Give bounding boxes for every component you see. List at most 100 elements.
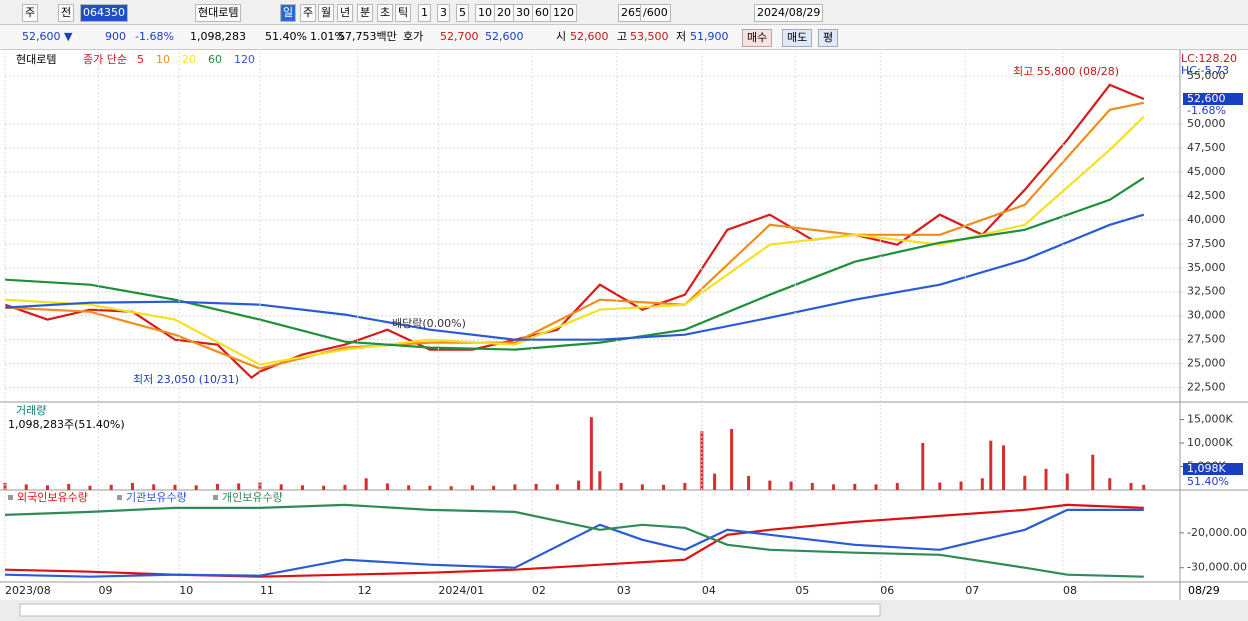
toolbar-item[interactable]: 60	[532, 4, 552, 22]
toolbar-item[interactable]: 1	[418, 4, 431, 22]
y-tick-label: 37,500	[1187, 237, 1226, 250]
scrollbar[interactable]	[0, 600, 1248, 621]
y-tick-label: 30,000	[1187, 309, 1226, 322]
toolbar-item[interactable]: 064350	[80, 4, 128, 22]
y-tick-label: 5,000K	[1187, 460, 1226, 473]
chart-bg	[0, 50, 1248, 600]
legend-entry: 5	[137, 53, 144, 66]
info-item: 52,700	[440, 30, 479, 43]
volume-bar	[258, 482, 262, 490]
volume-bar	[237, 483, 241, 490]
series-line	[4, 116, 1145, 366]
volume-bar	[492, 485, 496, 490]
pane-title: 현대로템	[16, 53, 56, 66]
toolbar-item[interactable]: 전	[58, 4, 75, 22]
toolbar-item[interactable]: 틱	[395, 4, 412, 22]
volume-bar	[109, 484, 113, 490]
toolbar-item[interactable]: 년	[337, 4, 354, 22]
pane-title: 거래량	[16, 404, 46, 417]
volume-bar	[640, 484, 644, 490]
series-line	[4, 508, 1144, 578]
volume-bar	[921, 443, 925, 490]
info-item: 900	[105, 30, 126, 43]
volume-bar	[713, 473, 717, 490]
info-item[interactable]: 평	[818, 29, 839, 47]
x-tick-label: 04	[702, 584, 716, 597]
info-item: 52,600 ▼	[22, 30, 73, 43]
y-tick-label: 55,000	[1187, 69, 1226, 82]
y-tick-label: 50,000	[1187, 117, 1226, 130]
info-item[interactable]: 매도	[782, 29, 813, 47]
volume-bar	[1044, 468, 1048, 490]
volume-bar	[747, 475, 751, 490]
volume-bar	[832, 484, 836, 490]
info-item[interactable]: 매수	[742, 29, 773, 47]
volume-bar	[959, 481, 963, 490]
toolbar-item[interactable]: 일	[280, 4, 297, 22]
x-tick-label: 11	[260, 584, 274, 597]
toolbar-item[interactable]: 월	[318, 4, 335, 22]
volume-bar	[322, 485, 326, 490]
toolbar-item[interactable]: 5	[456, 4, 469, 22]
volume-bar	[173, 484, 177, 490]
x-tick-label: 02	[532, 584, 546, 597]
info-item: 52,600	[485, 30, 524, 43]
volume-bar	[768, 480, 772, 490]
toolbar-item[interactable]: 주	[300, 4, 317, 22]
volume-bar	[895, 482, 899, 490]
y-tick-label: 15,000K	[1187, 413, 1233, 426]
annotation: HC:-5.73	[1181, 64, 1229, 77]
volume-bar	[619, 482, 623, 490]
toolbar-item[interactable]: 20	[494, 4, 514, 22]
annotation: -1.68%	[1187, 104, 1226, 117]
toolbar-item[interactable]: /600	[640, 4, 671, 22]
toolbar-item[interactable]: 30	[513, 4, 533, 22]
legend-entry: 개인보유수량	[222, 491, 283, 504]
volume-bar	[853, 483, 857, 490]
volume-bar	[343, 484, 347, 490]
volume-bar	[1091, 454, 1095, 490]
volume-bar	[1002, 445, 1006, 490]
volume-bar	[67, 483, 71, 490]
volume-bar	[407, 485, 411, 490]
scroll-track[interactable]	[19, 603, 881, 617]
y-tick-label: 22,500	[1187, 381, 1226, 394]
info-item: 호가	[403, 30, 424, 43]
x-tick-label: 2023/08	[5, 584, 51, 597]
info-item: 고	[617, 30, 628, 43]
volume-tag	[1183, 463, 1243, 475]
annotation: 최저 23,050 (10/31)	[133, 373, 239, 386]
toolbar-item[interactable]: 10	[475, 4, 495, 22]
info-item: 시	[556, 30, 567, 43]
series-line	[4, 101, 1145, 370]
toolbar-item[interactable]: 2024/08/29	[754, 4, 824, 22]
y-tick-label: -30,000.00	[1187, 561, 1247, 574]
x-tick-label: 07	[965, 584, 979, 597]
legend-swatch	[8, 495, 13, 500]
info-bar: 52,600 ▼ 900 -1.68% 1,098,283 51.40% 1.01% 57,…	[0, 25, 1248, 50]
info-item: 51.40%	[265, 30, 307, 43]
annotation: 1,098K	[1187, 462, 1226, 475]
volume-bar	[24, 484, 28, 490]
toolbar-item[interactable]: 분	[357, 4, 374, 22]
volume-bar	[1065, 473, 1069, 490]
series-line	[4, 503, 1144, 578]
y-tick-label: 25,000	[1187, 357, 1226, 370]
toolbar-item[interactable]: 주	[22, 4, 39, 22]
volume-bar	[789, 481, 793, 490]
volume-bar	[279, 484, 283, 490]
legend-entry: 60	[208, 53, 222, 66]
toolbar-item[interactable]: 3	[437, 4, 450, 22]
volume-bar	[215, 483, 219, 490]
volume-bar	[513, 484, 517, 490]
toolbar-item[interactable]: 현대로템	[195, 4, 242, 22]
toolbar-item[interactable]: 120	[550, 4, 577, 22]
toolbar-item[interactable]: 초	[377, 4, 394, 22]
annotation: 최고 55,800 (08/28)	[1013, 65, 1119, 78]
volume-bar	[152, 484, 156, 490]
x-tick-label: 05	[795, 584, 809, 597]
x-tick-label: 2024/01	[438, 584, 484, 597]
x-tick-label: 09	[98, 584, 112, 597]
